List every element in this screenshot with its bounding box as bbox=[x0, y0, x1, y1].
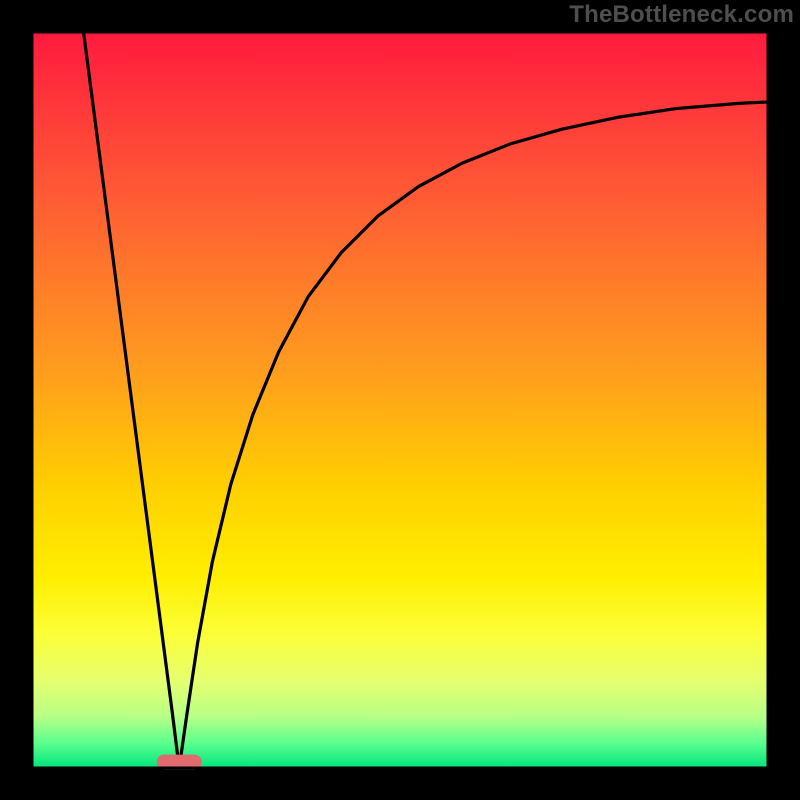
watermark-text: TheBottleneck.com bbox=[569, 1, 794, 29]
chart-stage: TheBottleneck.com bbox=[0, 0, 800, 800]
bottleneck-chart-svg bbox=[0, 0, 800, 800]
plot-area bbox=[32, 32, 768, 768]
